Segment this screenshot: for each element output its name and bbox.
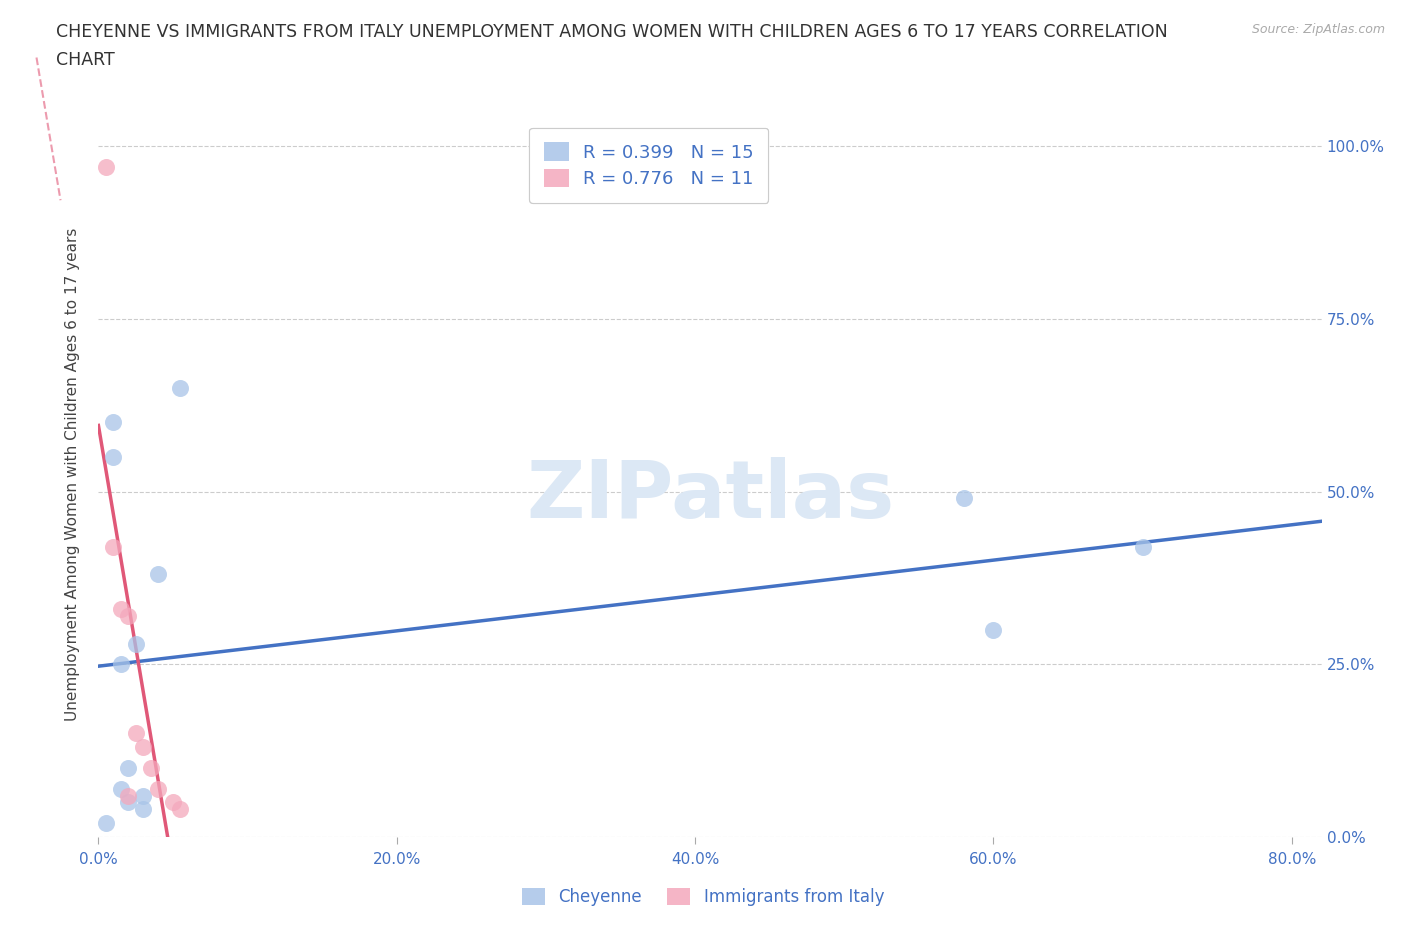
Point bbox=[110, 781, 132, 796]
Y-axis label: Unemployment Among Women with Children Ages 6 to 17 years: Unemployment Among Women with Children A… bbox=[65, 228, 80, 721]
Point bbox=[169, 380, 191, 395]
Legend: R = 0.399   N = 15, R = 0.776   N = 11: R = 0.399 N = 15, R = 0.776 N = 11 bbox=[529, 128, 769, 203]
Point bbox=[94, 159, 117, 174]
Point bbox=[983, 622, 1005, 637]
Legend: Cheyenne, Immigrants from Italy: Cheyenne, Immigrants from Italy bbox=[515, 881, 891, 912]
Text: ZIPatlas: ZIPatlas bbox=[526, 457, 894, 535]
Point bbox=[146, 781, 169, 796]
Point bbox=[952, 491, 974, 506]
Point bbox=[146, 567, 169, 582]
Point bbox=[110, 657, 132, 671]
Text: CHEYENNE VS IMMIGRANTS FROM ITALY UNEMPLOYMENT AMONG WOMEN WITH CHILDREN AGES 6 : CHEYENNE VS IMMIGRANTS FROM ITALY UNEMPL… bbox=[56, 23, 1168, 41]
Point bbox=[103, 415, 125, 430]
Point bbox=[169, 802, 191, 817]
Point bbox=[125, 726, 148, 741]
Point bbox=[132, 739, 155, 754]
Point bbox=[103, 539, 125, 554]
Point bbox=[117, 608, 139, 623]
Point bbox=[132, 788, 155, 803]
Text: Source: ZipAtlas.com: Source: ZipAtlas.com bbox=[1251, 23, 1385, 36]
Point bbox=[103, 449, 125, 464]
Point bbox=[139, 761, 162, 776]
Point bbox=[117, 761, 139, 776]
Point bbox=[162, 795, 184, 810]
Point bbox=[1132, 539, 1154, 554]
Point bbox=[117, 795, 139, 810]
Text: CHART: CHART bbox=[56, 51, 115, 69]
Point bbox=[94, 816, 117, 830]
Point bbox=[110, 602, 132, 617]
Point bbox=[132, 802, 155, 817]
Point bbox=[117, 788, 139, 803]
Point bbox=[125, 636, 148, 651]
